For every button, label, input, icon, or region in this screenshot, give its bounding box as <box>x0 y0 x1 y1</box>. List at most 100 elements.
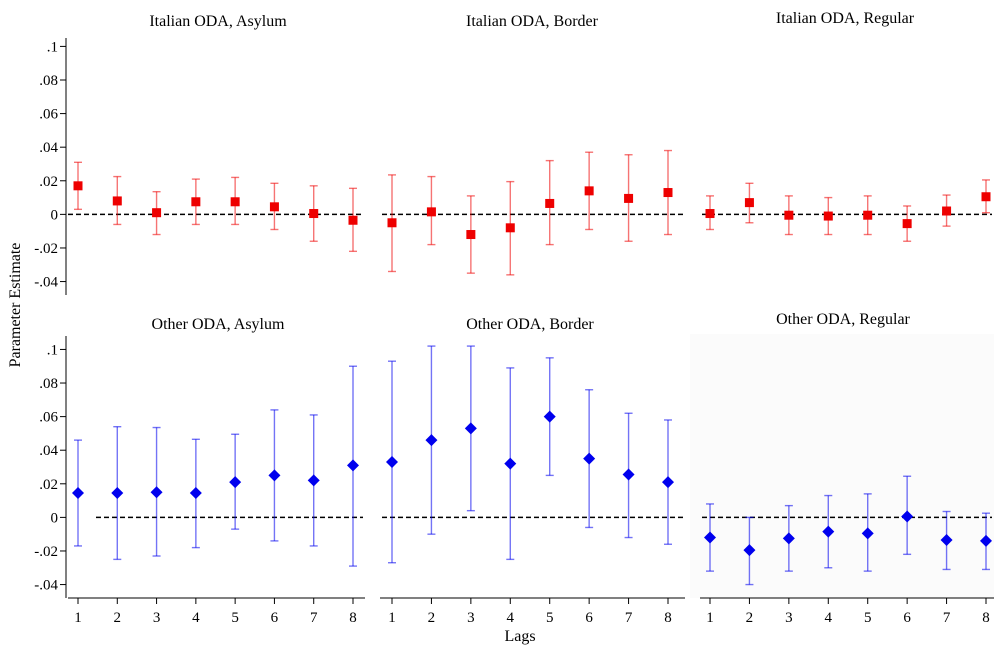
point-estimate-marker <box>230 197 240 207</box>
panel-title: Other ODA, Border <box>466 316 594 333</box>
x-tick-label: 2 <box>746 610 754 626</box>
point-estimate-marker <box>822 525 835 538</box>
point-estimate-marker <box>309 209 319 219</box>
x-tick-label: 3 <box>153 610 161 626</box>
y-tick-label: .06 <box>39 107 58 123</box>
point-estimate-marker <box>189 487 202 500</box>
point-estimate-marker <box>940 534 953 547</box>
point-estimate-marker <box>307 474 320 487</box>
point-estimate-marker <box>823 211 833 221</box>
point-estimate-marker <box>980 534 992 547</box>
x-tick-label: 4 <box>825 610 833 626</box>
x-tick-label: 4 <box>192 610 200 626</box>
x-tick-label: 8 <box>664 610 672 626</box>
point-estimate-marker <box>861 527 874 540</box>
x-tick-label: 6 <box>903 610 911 626</box>
panel-title: Other ODA, Regular <box>776 311 910 328</box>
point-estimate-marker <box>942 206 952 216</box>
point-estimate-marker <box>229 476 242 489</box>
point-estimate-marker <box>584 186 594 196</box>
point-estimate-marker <box>705 209 715 219</box>
panel-title: Italian ODA, Regular <box>776 10 915 27</box>
point-estimate-marker <box>981 192 991 202</box>
point-estimate-marker <box>426 207 436 217</box>
y-tick-label: .06 <box>39 410 58 426</box>
x-tick-label: 5 <box>546 610 554 626</box>
point-estimate-marker <box>504 457 517 470</box>
y-tick-label: -.02 <box>34 544 58 560</box>
point-estimate-marker <box>743 544 756 557</box>
y-tick-label: .02 <box>39 174 58 190</box>
x-tick-label: 7 <box>625 610 633 626</box>
y-axis-label: Parameter Estimate <box>7 243 24 368</box>
panel-title: Italian ODA, Border <box>466 13 599 30</box>
chart-panel <box>382 149 683 276</box>
x-tick-label: 7 <box>943 610 951 626</box>
point-estimate-marker <box>347 459 359 472</box>
y-tick-label: -.02 <box>34 241 58 257</box>
point-estimate-marker <box>784 210 794 220</box>
x-tick-label: 1 <box>74 610 82 626</box>
panel-title: Other ODA, Asylum <box>152 316 285 333</box>
point-estimate-marker <box>622 468 635 481</box>
point-estimate-marker <box>73 181 83 191</box>
x-tick-label: 3 <box>785 610 793 626</box>
chart-panel: 1 2 3 4 5 6 7 8 <box>380 345 685 626</box>
panel-background <box>690 334 994 598</box>
y-tick-label: .04 <box>39 443 58 459</box>
point-estimate-marker <box>505 223 515 233</box>
point-estimate-marker <box>744 198 754 208</box>
y-tick-label: .1 <box>47 39 58 55</box>
point-estimate-marker <box>72 487 84 500</box>
point-estimate-marker <box>704 531 716 544</box>
chart-panel: .1 .08 .06 .04 .02 0 -.02 -.04 <box>34 38 363 295</box>
point-estimate-marker <box>150 486 163 499</box>
panels: .1 .08 .06 .04 .02 0 -.02 -.04 .1 .08 .06 .04 .02 0 -.… <box>34 38 994 626</box>
point-estimate-marker <box>386 455 398 468</box>
y-tick-label: .1 <box>47 342 58 358</box>
chart-panel <box>702 179 992 242</box>
x-tick-label: 4 <box>507 610 515 626</box>
point-estimate-marker <box>191 197 201 207</box>
y-tick-label: 0 <box>51 207 59 223</box>
x-tick-label: 8 <box>349 610 357 626</box>
x-tick-label: 6 <box>271 610 279 626</box>
chart-panel: 1 2 3 4 5 6 7 8 <box>700 475 994 626</box>
x-tick-label: 8 <box>982 610 990 626</box>
x-tick-label: 5 <box>231 610 239 626</box>
y-tick-label: .08 <box>39 73 58 89</box>
chart-panel: .1 .08 .06 .04 .02 0 -.02 -.04 1 2 3 4 5 6 7 8 <box>34 336 365 626</box>
x-tick-label: 2 <box>114 610 122 626</box>
point-estimate-marker <box>863 210 873 220</box>
panel-title: Italian ODA, Asylum <box>149 13 287 30</box>
point-estimate-marker <box>662 476 674 489</box>
point-estimate-marker <box>425 434 438 447</box>
point-estimate-marker <box>464 422 477 435</box>
x-tick-label: 2 <box>428 610 436 626</box>
y-tick-label: -.04 <box>34 578 58 594</box>
point-estimate-marker <box>624 193 634 203</box>
point-estimate-marker <box>543 410 556 423</box>
x-tick-label: 1 <box>388 610 396 626</box>
x-tick-label: 1 <box>706 610 714 626</box>
point-estimate-marker <box>663 188 673 198</box>
x-tick-label: 7 <box>310 610 318 626</box>
point-estimate-marker <box>466 230 476 240</box>
point-estimate-marker <box>782 532 795 545</box>
point-estimate-marker <box>152 208 162 218</box>
point-estimate-marker <box>583 452 596 465</box>
y-tick-label: 0 <box>51 510 59 526</box>
point-estimate-marker <box>111 487 124 500</box>
point-estimate-marker <box>112 196 122 206</box>
point-estimate-marker <box>348 215 358 225</box>
point-estimate-marker <box>902 219 912 229</box>
x-axis-label: Lags <box>504 628 535 645</box>
y-tick-label: -.04 <box>34 275 58 291</box>
y-tick-label: .02 <box>39 477 58 493</box>
y-tick-label: .08 <box>39 376 58 392</box>
y-tick-label: .04 <box>39 140 58 156</box>
point-estimate-marker <box>268 469 281 482</box>
point-estimate-marker <box>387 218 397 228</box>
x-tick-label: 6 <box>585 610 593 626</box>
